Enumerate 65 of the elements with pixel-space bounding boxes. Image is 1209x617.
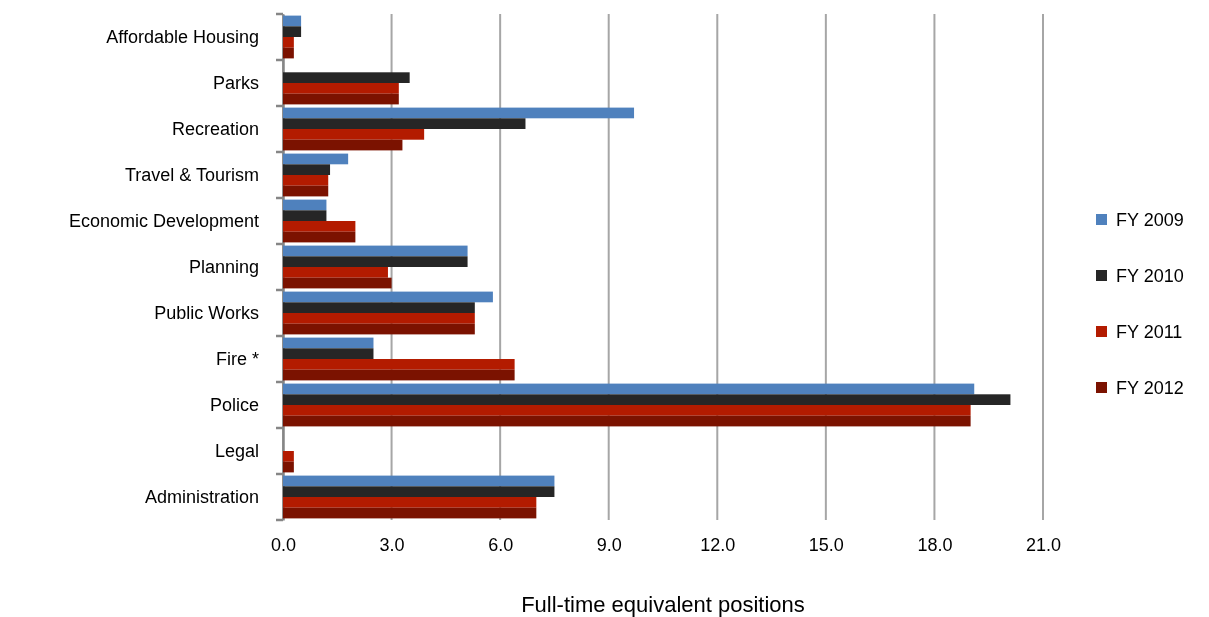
bar xyxy=(283,139,403,151)
y-tick-label: Parks xyxy=(212,72,259,93)
y-tick-label: Public Works xyxy=(154,302,259,323)
bar xyxy=(283,210,327,221)
bar xyxy=(283,256,468,267)
bar xyxy=(283,369,515,381)
bar xyxy=(283,383,975,395)
y-tick-label: Administration xyxy=(144,486,259,507)
bar xyxy=(283,175,329,186)
x-tick-label: 6.0 xyxy=(488,534,514,555)
bar xyxy=(283,348,374,359)
legend-label: FY 2012 xyxy=(1116,378,1184,399)
x-tick-label: 18.0 xyxy=(917,534,953,555)
bar xyxy=(283,277,392,289)
x-axis-title: Full-time equivalent positions xyxy=(521,592,805,617)
legend-label: FY 2010 xyxy=(1116,266,1184,287)
x-tick-label: 0.0 xyxy=(270,534,297,555)
bar xyxy=(283,302,475,313)
bar xyxy=(283,47,294,59)
bar xyxy=(283,461,294,473)
bar xyxy=(283,153,349,165)
bar xyxy=(283,475,555,487)
bar xyxy=(283,486,555,497)
y-tick-label: Fire * xyxy=(215,348,259,369)
bar xyxy=(283,231,356,243)
x-tick-label: 3.0 xyxy=(379,534,405,555)
bar xyxy=(283,415,971,427)
y-tick-label: Recreation xyxy=(171,118,259,139)
bar xyxy=(283,129,425,140)
bar xyxy=(283,164,331,175)
bar xyxy=(283,394,1011,405)
bar xyxy=(283,451,294,462)
bar xyxy=(283,497,537,508)
y-tick-label: Economic Development xyxy=(68,210,259,231)
bar xyxy=(283,93,399,105)
bar xyxy=(283,291,493,303)
x-tick-label: 21.0 xyxy=(1025,534,1062,555)
bar xyxy=(283,245,468,257)
y-tick-label: Legal xyxy=(214,440,259,461)
x-tick-label: 15.0 xyxy=(808,534,844,555)
bar xyxy=(283,221,356,232)
bar xyxy=(283,37,294,48)
bar xyxy=(283,323,475,335)
bar xyxy=(283,359,515,370)
legend-label: FY 2009 xyxy=(1116,210,1184,231)
bar xyxy=(283,337,374,349)
bar xyxy=(283,267,388,278)
bar xyxy=(283,405,971,416)
bar xyxy=(283,185,329,197)
legend-label: FY 2011 xyxy=(1116,322,1183,343)
x-tick-label: 12.0 xyxy=(700,534,736,555)
bar xyxy=(283,118,526,129)
y-tick-label: Police xyxy=(209,394,259,415)
bar xyxy=(283,72,410,83)
bar xyxy=(283,507,537,519)
bar xyxy=(283,26,302,37)
bar xyxy=(283,199,327,211)
x-tick-label: 9.0 xyxy=(596,534,622,555)
bar xyxy=(283,107,635,119)
y-tick-label: Affordable Housing xyxy=(106,26,259,47)
bar xyxy=(283,313,475,324)
bar xyxy=(283,83,399,94)
y-tick-label: Planning xyxy=(188,256,259,277)
bar xyxy=(283,15,302,27)
y-tick-label: Travel & Tourism xyxy=(124,164,259,185)
